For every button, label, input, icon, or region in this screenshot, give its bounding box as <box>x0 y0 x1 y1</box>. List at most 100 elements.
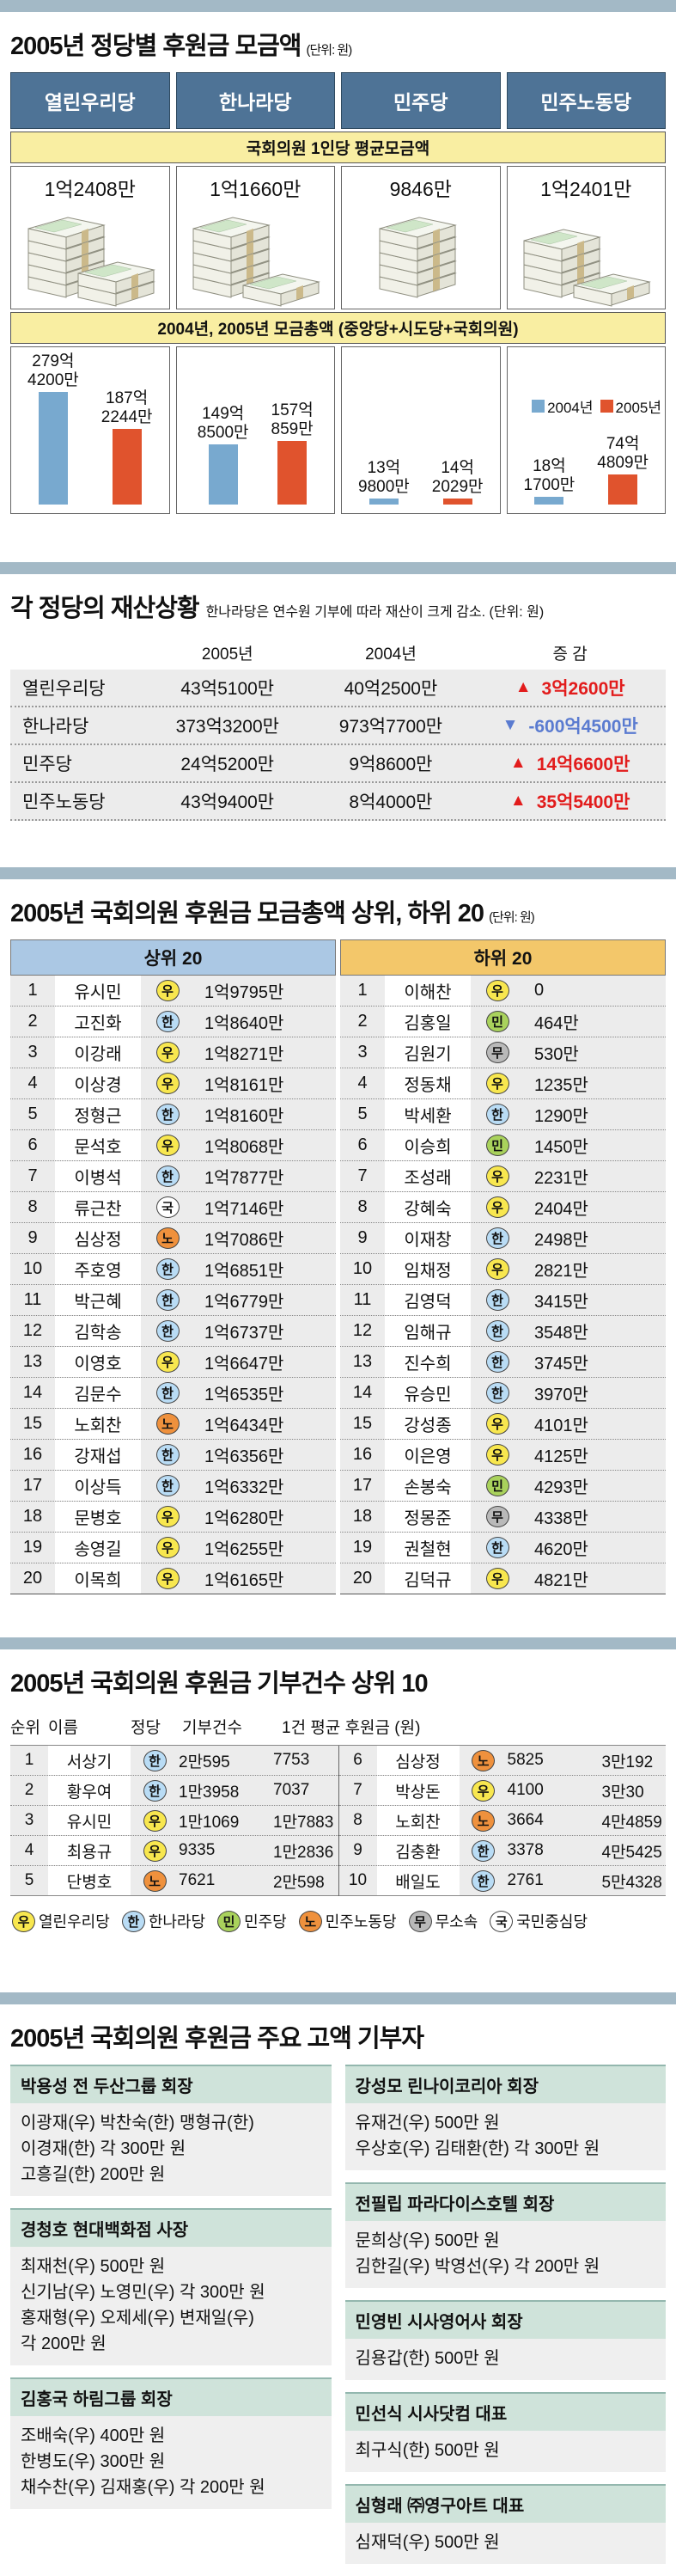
ranking-row: 17 이상득 한 1억6332만 <box>10 1471 336 1502</box>
ranking-party: 한 <box>471 1227 524 1249</box>
section-rankings: 2005년 국회의원 후원금 모금총액 상위, 하위 20 (단위: 원) 상위 … <box>0 893 676 1594</box>
donor-card-body: 최재천(우) 500만 원 신기남(우) 노영민(우) 각 300만 원 홍재형(우… <box>10 2247 332 2365</box>
ranking-party: 한 <box>471 1289 524 1311</box>
donor-line: 우상호(우) 김태환(한) 각 300만 원 <box>355 2139 600 2158</box>
assets-2005-value: 43억5100만 <box>180 679 275 699</box>
party-badge-우: 우 <box>485 1166 509 1187</box>
assets-party-name: 민주노동당 <box>22 792 106 812</box>
bar-value-label: 14억 2029만 <box>432 459 484 496</box>
bar-group-2004년: 13억 9800만 <box>358 459 410 505</box>
ranking-row: 18 문병호 우 1억6280만 <box>10 1502 336 1533</box>
section4-title: 2005년 국회의원 후원금 기부건수 상위 10 <box>10 1670 429 1698</box>
party-badge-한: 한 <box>485 1320 509 1342</box>
ranking-name: 류근찬 <box>55 1192 141 1222</box>
party-header: 민주노동당 <box>506 72 666 129</box>
ranking-party: 민 <box>471 1475 524 1496</box>
ranking-party: 우 <box>471 1444 524 1465</box>
donor-card: 박용성 전 두산그룹 회장 이광재(우) 박찬숙(한) 맹형규(한) 이경재(한) … <box>10 2065 332 2196</box>
ranking-row: 19 권철현 한 4620만 <box>340 1533 666 1563</box>
avg-amount-row: 1억2408만 1억1660만 9846만 1억2401만 <box>10 166 666 309</box>
triangle-up-icon: ▲ <box>509 754 527 772</box>
counts-table-header: 순위 이름 정당 기부건수 1건 평균 후원금 (원) <box>10 1710 666 1745</box>
assets-2004-value: 9억8600만 <box>349 755 433 774</box>
ranking-party: 한 <box>471 1382 524 1404</box>
section2-title-text: 각 정당의 재산상황 <box>10 595 200 622</box>
donor-line: 이광재(우) 박찬숙(한) 맹형규(한) <box>21 2114 254 2132</box>
ranking-name: 문석호 <box>55 1130 141 1160</box>
donor-line: 김한길(우) 박영선(우) 각 200만 원 <box>355 2257 600 2276</box>
party-avg-cell: 1억2401만 <box>506 166 666 309</box>
ranking-rank: 14 <box>352 1383 373 1402</box>
party-badge-한: 한 <box>121 1910 145 1932</box>
donor-card-body: 심재덕(우) 500만 원 <box>344 2523 666 2564</box>
party-badge-무: 무 <box>485 1506 509 1527</box>
assets-delta: ▼ -600억4500만 <box>474 713 666 738</box>
bar-group-2004년: 18억 1700만 <box>524 457 575 505</box>
ranking-name: 이해찬 <box>385 976 471 1006</box>
ranking-party: 우 <box>471 1196 524 1218</box>
ranking-amount: 464만 <box>534 1014 579 1033</box>
avg-amount-value: 9846만 <box>389 178 452 200</box>
ranking-party: 우 <box>141 1073 194 1094</box>
ranking-name: 김덕규 <box>385 1563 471 1594</box>
legend-swatch <box>600 400 613 413</box>
donor-line: 홍재형(우) 오제세(우) 변재일(우) <box>21 2309 254 2328</box>
donor-line: 신기남(우) 노영민(우) 각 300만 원 <box>21 2283 265 2302</box>
ranking-name: 김영덕 <box>385 1285 471 1315</box>
counts-count: 2만595 <box>179 1753 230 1771</box>
divider-band <box>0 1992 676 2004</box>
counts-name: 김충환 <box>376 1836 460 1865</box>
ranking-name: 유승민 <box>385 1378 471 1408</box>
ranking-row: 18 정몽준 무 4338만 <box>340 1502 666 1533</box>
assets-header-2005: 2005년 <box>201 646 253 664</box>
party-badge-노: 노 <box>472 1749 495 1771</box>
ranking-name: 정형근 <box>55 1099 141 1129</box>
party-badge-한: 한 <box>155 1104 180 1125</box>
party-legend-label: 한나라당 <box>148 1913 206 1930</box>
party-badge-우: 우 <box>155 1537 180 1558</box>
counts-party: 우 <box>460 1779 508 1802</box>
bar-value-line: 14억 <box>441 459 474 478</box>
party-totals-cell: 13억 9800만 14억 2029만 <box>341 346 501 514</box>
ranking-name: 정동채 <box>385 1068 471 1098</box>
ranking-party: 우 <box>141 1042 194 1063</box>
counts-row: 7 박상돈 우 4100 3만30 <box>338 1776 666 1806</box>
counts-party: 한 <box>131 1749 179 1771</box>
ranking-row: 3 이강래 우 1억8271만 <box>10 1037 336 1068</box>
ranking-amount: 4821만 <box>534 1571 588 1590</box>
ranking-amount: 1억7877만 <box>204 1169 284 1188</box>
ranking-amount: 1억8161만 <box>204 1076 284 1095</box>
counts-table-left: 1 서상기 한 2만595 7753 2 황우여 한 1만3958 7037 3 유시민 우 1만1069… <box>10 1746 338 1896</box>
party-badge-한: 한 <box>485 1289 509 1311</box>
assets-delta: ▲ 3억2600만 <box>474 675 666 701</box>
bar-2005년 <box>277 441 308 505</box>
triangle-down-icon: ▼ <box>502 716 519 734</box>
ranking-rank: 1 <box>357 981 368 1000</box>
party-badge-우: 우 <box>485 1413 509 1435</box>
ranking-rank: 5 <box>357 1104 368 1123</box>
party-badge-민: 민 <box>485 1475 509 1496</box>
assets-2005-value: 24억5200만 <box>180 755 275 774</box>
party-legend-item: 한 한나라당 <box>121 1910 206 1932</box>
ranking-row: 8 류근찬 국 1억7146만 <box>10 1192 336 1223</box>
counts-table-right: 6 심상정 노 5825 3만192 7 박상돈 우 4100 3만30 8 노회찬 노 3664 4만48… <box>338 1746 666 1896</box>
ranking-amount: 1억6779만 <box>204 1293 284 1312</box>
ranking-row: 5 박세환 한 1290만 <box>340 1099 666 1130</box>
donor-card: 심형래 ㈜영구아트 대표 심재덕(우) 500만 원 <box>344 2484 666 2564</box>
ranking-rank: 10 <box>352 1259 373 1278</box>
assets-delta-value: 14억6600만 <box>536 755 630 774</box>
ranking-amount: 3745만 <box>534 1355 588 1374</box>
ranking-rank: 16 <box>22 1445 43 1464</box>
ranking-name: 심상정 <box>55 1223 141 1253</box>
bar-value-line: 13억 <box>367 459 401 478</box>
bar-value-line: 859만 <box>271 419 314 438</box>
party-legend-label: 국민중심당 <box>516 1913 588 1930</box>
avg-amount-value: 1억1660만 <box>210 178 301 200</box>
party-avg-cell: 9846만 <box>341 166 501 309</box>
ranking-party: 한 <box>141 1320 194 1342</box>
legend-item: 2005년 <box>600 395 661 417</box>
assets-table-row: 한나라당 373억3200만 973억7700만 ▼ -600억4500만 <box>10 707 666 745</box>
section2-note: 한나라당은 연수원 기부에 따라 재산이 크게 감소. (단위: 원) <box>205 605 545 620</box>
assets-table-row: 민주노동당 43억9400만 8억4000만 ▲ 35억5400만 <box>10 783 666 821</box>
party-legend: 우 열린우리당 한 한나라당 민 민주당 노 민주노동당 무 무소속 국 국민중심당 <box>12 1910 666 1932</box>
